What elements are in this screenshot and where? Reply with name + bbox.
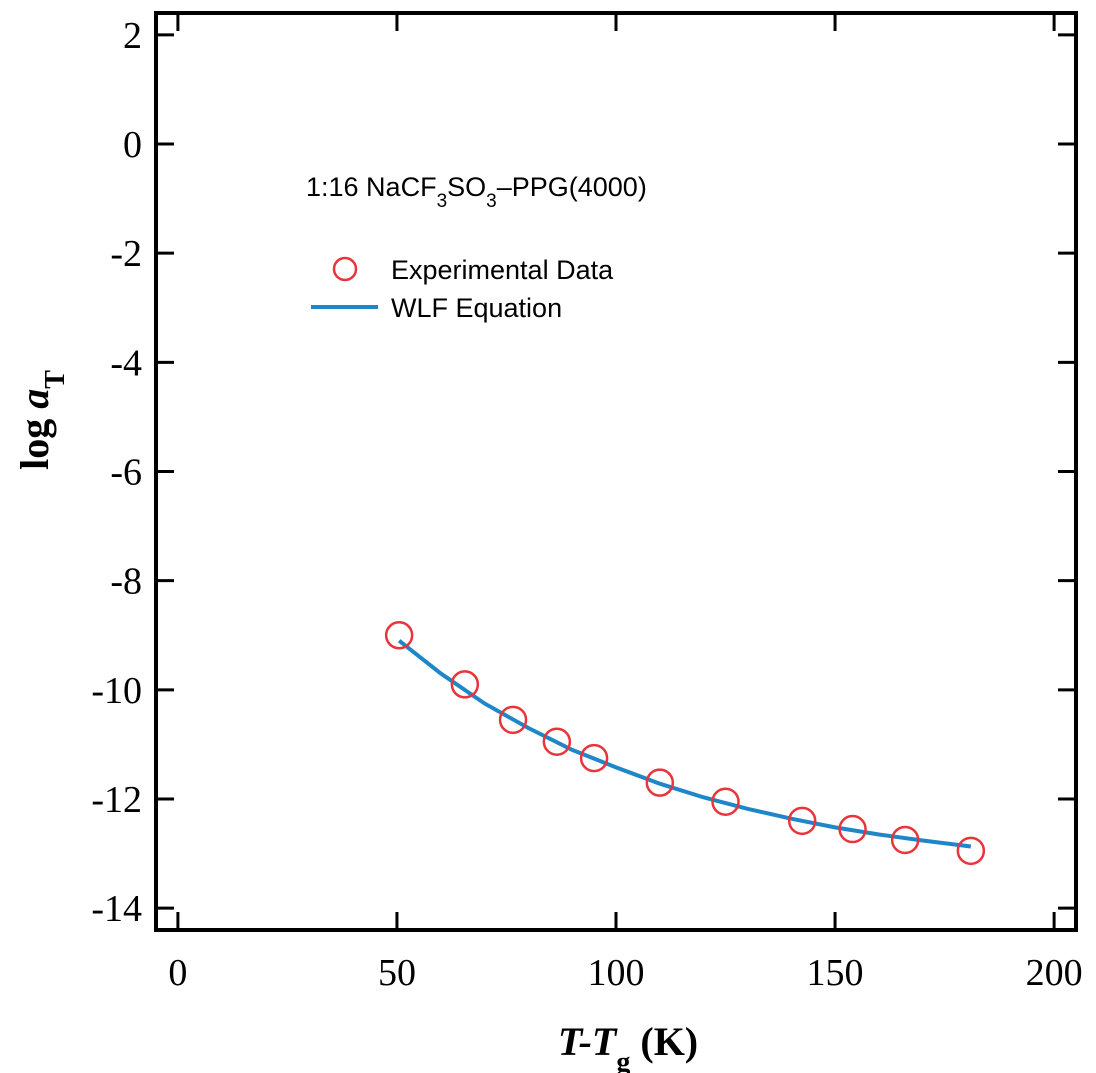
sample-annotation: 1:16 NaCF3SO3–PPG(4000): [306, 172, 647, 212]
wlf-equation-line: [397, 639, 972, 849]
data-point: [450, 670, 480, 699]
data-point: [956, 836, 986, 866]
data-point: [384, 621, 414, 650]
y-tick-label: -14: [91, 888, 142, 930]
data-point: [890, 825, 920, 855]
data-point: [579, 743, 609, 773]
x-tick-label: 50: [378, 952, 416, 994]
x-axis-title: T-Tg (K): [558, 1019, 698, 1073]
y-tick-label: -4: [110, 342, 142, 384]
y-axis-title: log aT: [12, 370, 71, 470]
x-tick-label: 100: [588, 952, 645, 994]
data-point: [711, 787, 740, 816]
data-point: [542, 727, 572, 756]
x-tick-label: 150: [807, 952, 864, 994]
legend-label-wlf: WLF Equation: [391, 293, 562, 323]
y-tick-label: -6: [110, 452, 142, 494]
experimental-data-markers: [384, 621, 986, 866]
data-point: [787, 806, 817, 836]
data-point: [645, 768, 675, 797]
x-tick-label: 200: [1026, 952, 1083, 994]
y-tick-label: -8: [110, 561, 142, 603]
y-tick-label: 0: [123, 124, 142, 166]
plot-frame: [154, 11, 1078, 932]
y-tick-label: -10: [91, 670, 142, 712]
tick-labels: 0 50 100 150 200 2 0 -2 -4 -6 -8 -10 -12 -14: [91, 15, 1082, 994]
legend-label-experimental: Experimental Data: [391, 255, 614, 285]
legend: Experimental Data WLF Equation: [311, 255, 614, 323]
y-tick-label: -12: [91, 779, 142, 821]
x-tick-label: 0: [168, 952, 187, 994]
legend-marker-experimental: [332, 256, 358, 282]
y-tick-label: -2: [110, 233, 142, 275]
data-point: [838, 814, 867, 844]
y-tick-label: 2: [123, 15, 142, 57]
axis-ticks: [156, 13, 1076, 930]
data-point: [498, 705, 528, 735]
